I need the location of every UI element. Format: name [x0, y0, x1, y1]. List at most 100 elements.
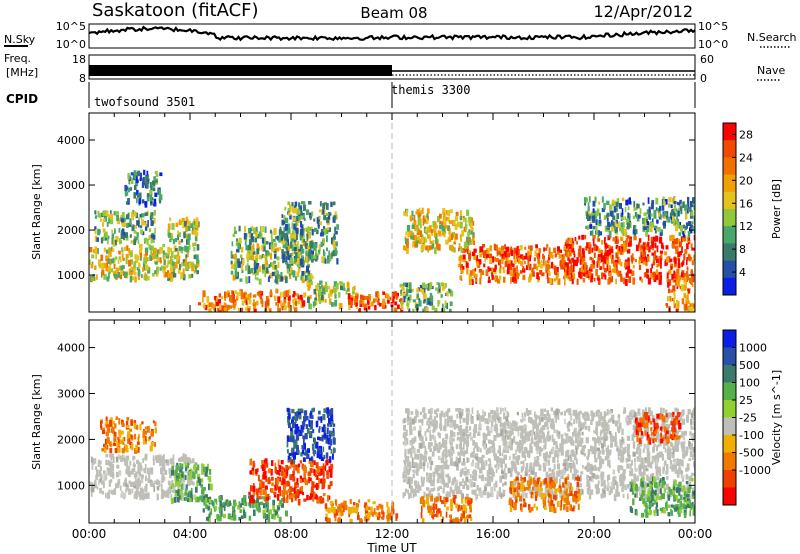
cpid-segment-themis: themis 3300: [391, 83, 470, 97]
colorbar-tick-label: 24: [739, 151, 753, 164]
colorbar-tick-label: -100: [739, 429, 764, 442]
power-region: [457, 243, 576, 286]
velocity-panel: 1000 2000 3000 4000 Slant Range [km]: [30, 319, 696, 524]
colorbar-swatch: [723, 277, 736, 296]
colorbar-tick-label: -500: [739, 447, 764, 460]
freq-panel: Freq. [MHz] 18 8 60 0 Nave: [4, 52, 785, 85]
velocity-region: [170, 462, 213, 505]
colorbar-swatch: [723, 452, 736, 471]
velocity-region: [248, 458, 334, 506]
colorbar-swatch: [723, 243, 736, 262]
velocity-ytick-label: 3000: [57, 387, 85, 400]
nsky-panel: N.Sky 10^5 10^0 10^5 10^0 N.Search: [4, 20, 797, 51]
power-colorbar: 4 8 12 16 20 24 28 Power [dB]: [722, 122, 783, 296]
power-ytick-label: 2000: [57, 224, 85, 237]
freq-tick-bottom: 8: [79, 72, 86, 85]
date-title: 12/Apr/2012: [593, 2, 693, 21]
velocity-region: [419, 495, 473, 523]
time-tick-label: 00:00: [678, 527, 713, 541]
colorbar-tick-label: 500: [739, 359, 760, 372]
colorbar-tick-label: 12: [739, 220, 753, 233]
colorbar-tick-label: 1000: [739, 342, 767, 355]
time-tick-label: 00:00: [72, 527, 107, 541]
colorbar-swatch: [723, 330, 736, 348]
nsearch-label: N.Search: [747, 31, 797, 44]
colorbar-swatch: [723, 487, 736, 506]
power-region: [347, 291, 406, 312]
velocity-ylabel: Slant Range [km]: [30, 374, 43, 470]
cpid-segment-twofsound: twofsound 3501: [94, 95, 195, 109]
colorbar-label: Velocity [m s^-1]: [770, 370, 783, 465]
colorbar-tick-label: -25: [739, 412, 757, 425]
colorbar-tick-label: 100: [739, 377, 760, 390]
power-region: [583, 196, 695, 238]
nave-label: Nave: [757, 64, 785, 77]
time-axis: 00:00 04:00 08:00 12:00 16:00 20:00 00:00: [72, 527, 713, 541]
power-region: [167, 216, 200, 281]
velocity-region: [286, 407, 336, 464]
colorbar-swatch: [723, 140, 736, 158]
colorbar-tick-label: 8: [739, 243, 746, 256]
power-region: [402, 207, 475, 255]
power-region: [563, 234, 695, 286]
nave-tick-top: 60: [700, 53, 714, 66]
velocity-ytick-label: 1000: [57, 479, 85, 492]
nsearch-tick-top: 10^5: [698, 20, 728, 33]
power-panel: 1000 2000 3000 4000 Slant Range [km]: [30, 112, 696, 313]
velocity-region: [99, 416, 157, 454]
freq-unit: [MHz]: [6, 66, 38, 79]
colorbar-swatch: [723, 226, 736, 244]
time-tick-label: 12:00: [375, 527, 410, 541]
power-ytick-label: 1000: [57, 269, 85, 282]
power-region: [281, 201, 339, 266]
colorbar-swatch: [723, 435, 736, 453]
power-region: [89, 243, 175, 283]
cpid-row: CPID twofsound 3501 themis 3300: [6, 82, 696, 109]
velocity-region: [508, 476, 581, 514]
nsky-label: N.Sky: [4, 33, 36, 46]
colorbar-swatch: [723, 157, 736, 176]
freq-bar: [89, 65, 392, 76]
colorbar-swatch: [723, 174, 736, 193]
velocity-ytick-label: 2000: [57, 433, 85, 446]
velocity-region: [629, 476, 695, 518]
colorbar-tick-label: 25: [739, 394, 753, 407]
colorbar-swatch: [723, 209, 736, 227]
colorbar-tick-label: 20: [739, 174, 753, 187]
time-tick-label: 16:00: [476, 527, 511, 541]
power-region: [230, 225, 314, 285]
beam-title: Beam 08: [360, 4, 427, 22]
time-axis-label: Time UT: [366, 541, 417, 554]
colorbar-swatch: [723, 365, 736, 383]
nsearch-tick-bottom: 10^0: [698, 38, 728, 51]
colorbar-tick-label: 16: [739, 197, 753, 210]
station-title: Saskatoon (fitACF): [92, 0, 259, 21]
colorbar-tick-label: 28: [739, 128, 753, 141]
nave-tick-bottom: 0: [700, 72, 707, 85]
power-region: [665, 279, 695, 312]
colorbar-swatch: [723, 191, 736, 210]
power-region: [197, 288, 307, 312]
colorbar-swatch: [723, 260, 736, 279]
power-region: [399, 281, 454, 312]
colorbar-swatch: [723, 470, 736, 488]
colorbar-swatch: [723, 417, 736, 436]
colorbar-label: Power [dB]: [770, 179, 783, 239]
power-region: [94, 209, 156, 247]
colorbar-swatch: [723, 123, 736, 141]
nsky-tick-bottom: 10^0: [56, 38, 86, 51]
time-tick-label: 04:00: [173, 527, 208, 541]
power-ytick-label: 3000: [57, 179, 85, 192]
power-region: [124, 169, 163, 208]
colorbar-swatch: [723, 382, 736, 401]
velocity-region: [635, 411, 682, 445]
colorbar-tick-label: 4: [739, 266, 746, 279]
colorbar-swatch: [723, 347, 736, 366]
colorbar-swatch: [723, 400, 736, 418]
freq-tick-top: 18: [72, 53, 86, 66]
velocity-ytick-label: 4000: [57, 342, 85, 355]
time-tick-label: 20:00: [577, 527, 612, 541]
cpid-label: CPID: [6, 92, 38, 106]
